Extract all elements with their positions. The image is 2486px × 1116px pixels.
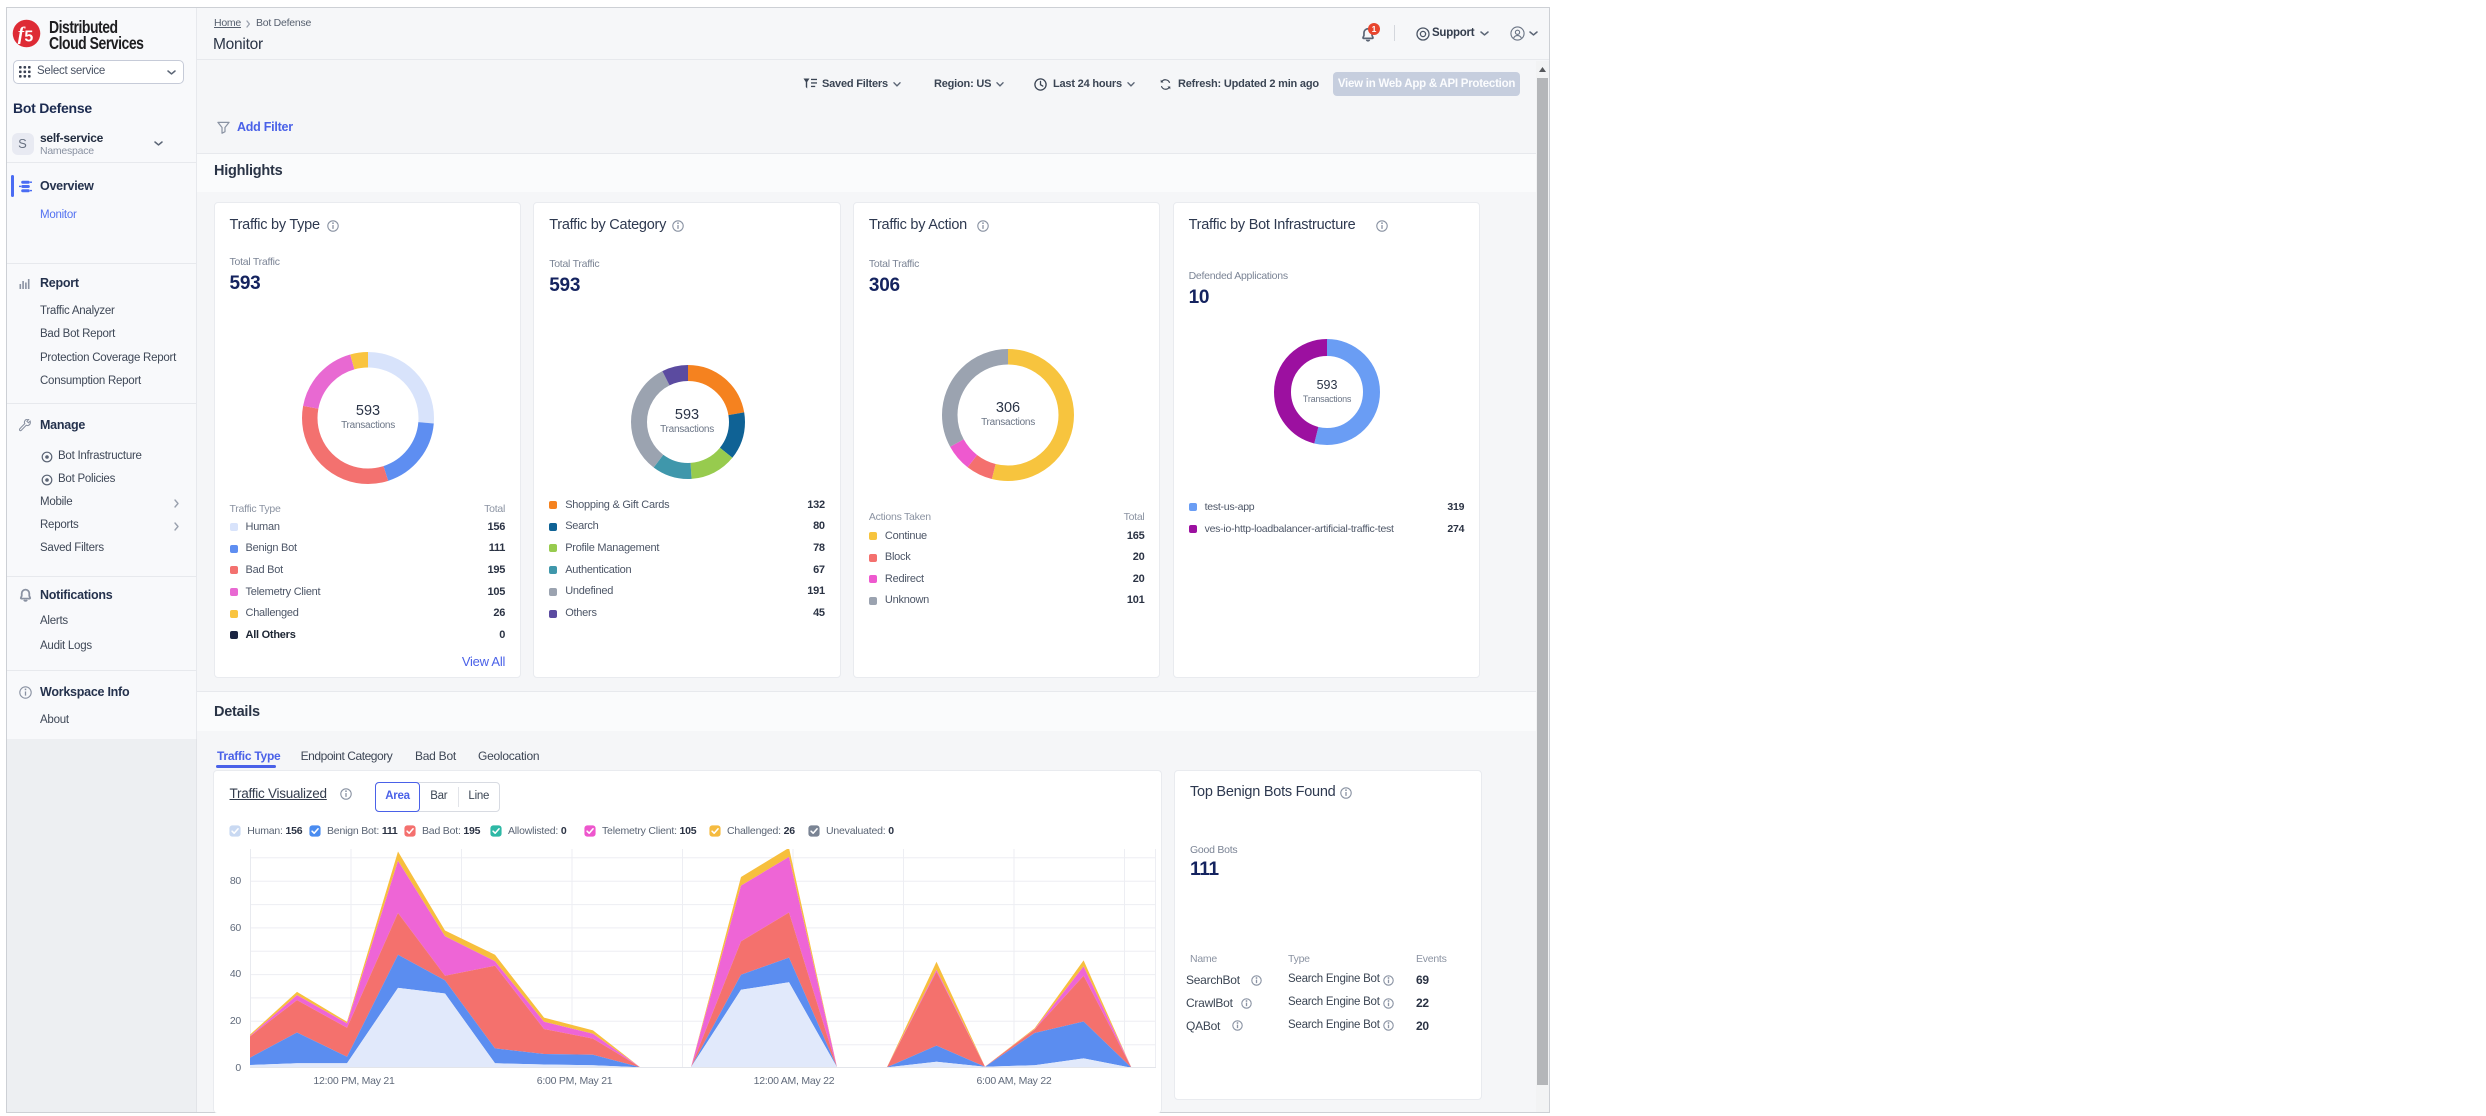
svg-text:f: f: [18, 24, 26, 45]
svg-text:5: 5: [24, 28, 33, 45]
